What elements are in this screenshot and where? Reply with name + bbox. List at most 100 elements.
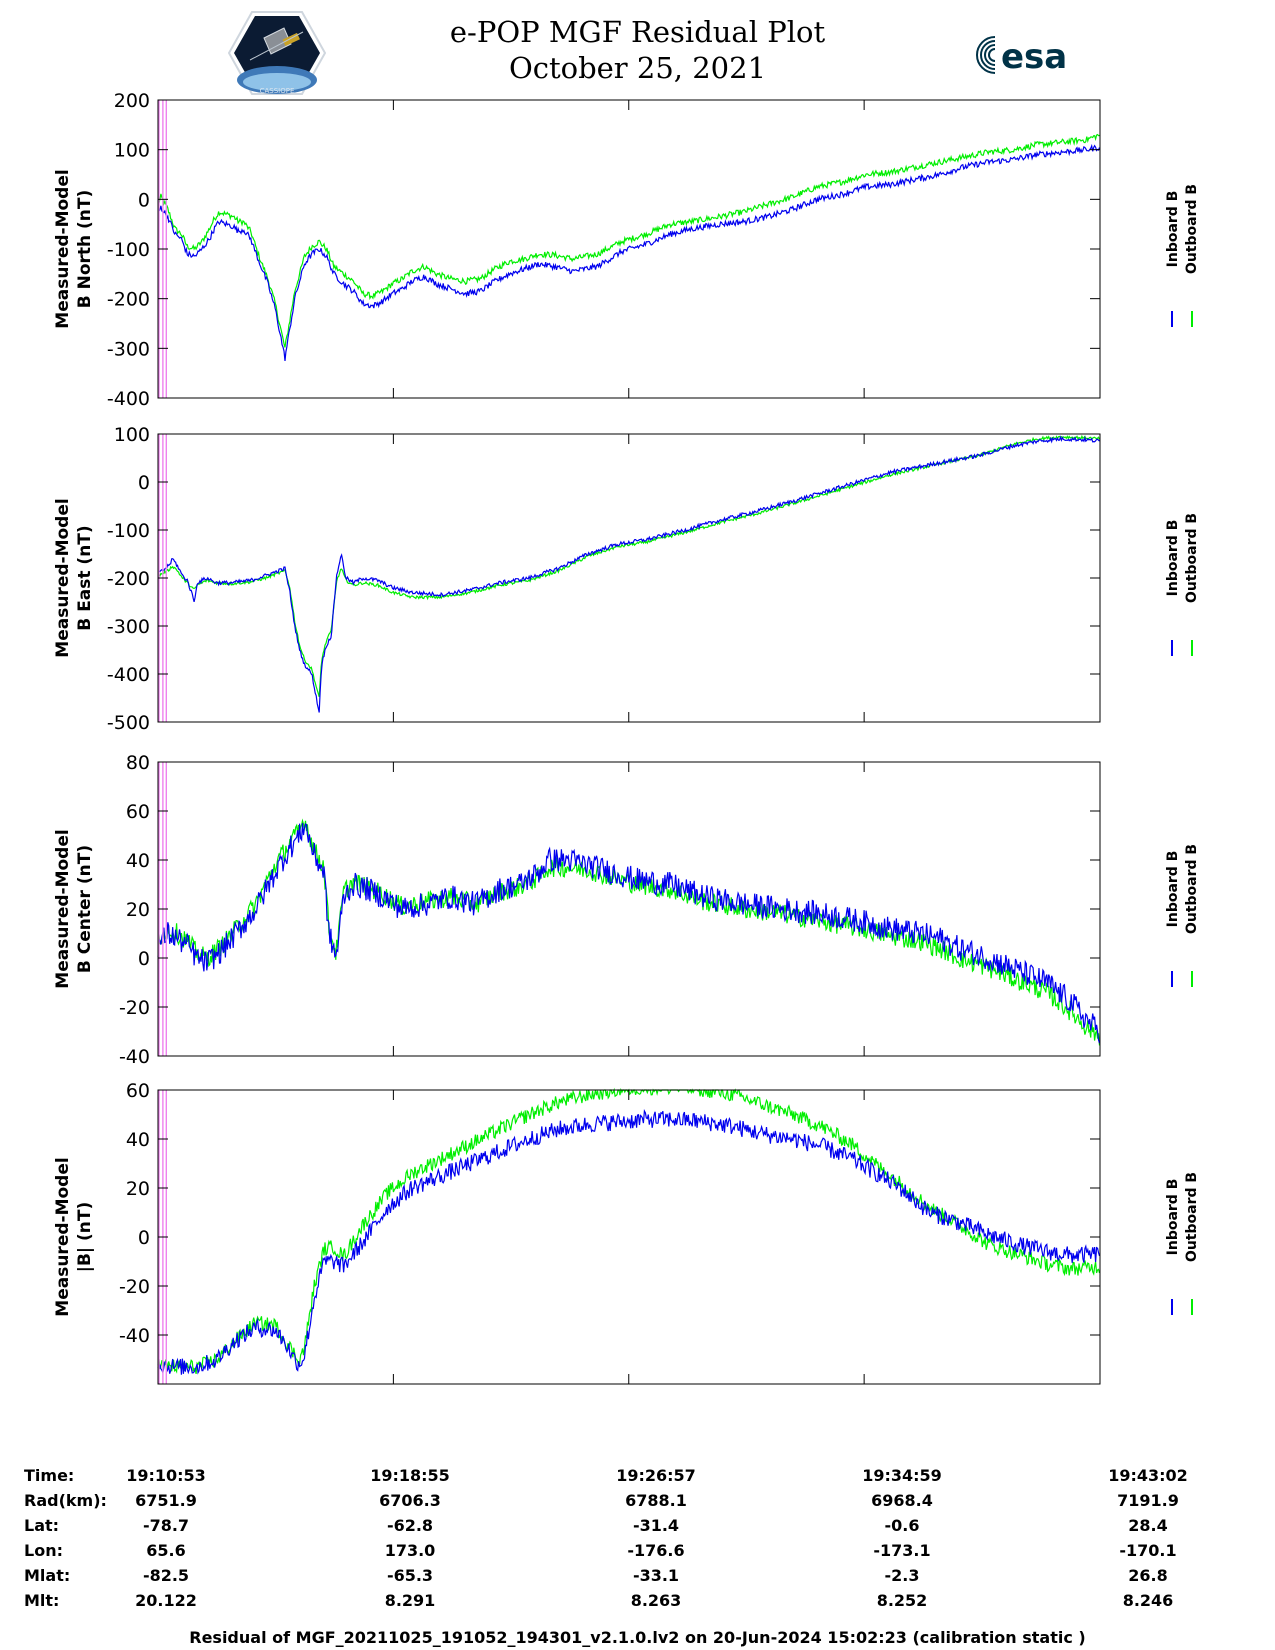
b-north-ytick-label-4: 0 bbox=[138, 189, 150, 211]
b-center-ylabel-line1: Measured-Model bbox=[53, 829, 73, 988]
b-total-ylabel-line2: |B| (nT) bbox=[75, 1202, 95, 1273]
b-east-ytick-label-2: -300 bbox=[107, 616, 150, 638]
b-total-ytick-label-5: 60 bbox=[126, 1080, 150, 1102]
b-center-ytick-label-2: 0 bbox=[138, 948, 150, 970]
info-lon-2: -176.6 bbox=[627, 1541, 685, 1560]
info-lon-1: 173.0 bbox=[384, 1541, 436, 1560]
info-mlat-0: -82.5 bbox=[142, 1566, 190, 1585]
b-center-inboard-line bbox=[157, 823, 1101, 1044]
b-north-inboard-line bbox=[157, 143, 1101, 361]
b-east-ytick-label-3: -200 bbox=[107, 568, 150, 590]
info-time-2: 19:26:57 bbox=[616, 1466, 696, 1485]
b-east-inboard-line bbox=[157, 435, 1100, 713]
b-total-ytick-label-0: -40 bbox=[119, 1325, 150, 1347]
b-total-legend-inboard: Inboard B bbox=[1165, 1179, 1181, 1256]
b-center-ytick-label-6: 80 bbox=[126, 752, 150, 774]
esa-logo-text: esa bbox=[1001, 37, 1067, 77]
panel-b-center: -40 -20 0 20 40 60 80 Measured-Model B Center (n… bbox=[53, 752, 1200, 1068]
b-north-ytick-label-3: -100 bbox=[107, 239, 150, 261]
b-north-legend-inboard: Inboard B bbox=[1165, 191, 1181, 268]
info-mlt-0: 20.122 bbox=[135, 1591, 197, 1610]
b-total-inboard-line bbox=[157, 1108, 1101, 1375]
info-lon-0: 65.6 bbox=[146, 1541, 186, 1560]
info-rad-4: 7191.9 bbox=[1117, 1491, 1179, 1510]
info-lat-0: -78.7 bbox=[142, 1516, 190, 1535]
info-mlt-4: 8.246 bbox=[1122, 1591, 1174, 1610]
panel-b-total: -40 -20 0 20 40 60 Measured-Model |B| (nT) Inboa… bbox=[53, 1080, 1200, 1385]
info-rad-2: 6788.1 bbox=[625, 1491, 687, 1510]
b-center-outboard-line bbox=[157, 818, 1101, 1046]
b-center-ytick-label-4: 40 bbox=[126, 850, 150, 872]
title-line-1: e-POP MGF Residual Plot bbox=[449, 15, 826, 49]
b-east-ytick-label-4: -100 bbox=[107, 520, 150, 542]
b-center-legend-inboard: Inboard B bbox=[1165, 851, 1181, 928]
b-east-ylabel-line1: Measured-Model bbox=[53, 498, 73, 657]
info-time-1: 19:18:55 bbox=[370, 1466, 450, 1485]
b-north-outboard-line bbox=[157, 133, 1100, 348]
title-line-2: October 25, 2021 bbox=[508, 51, 767, 85]
orbit-info-table: Time: 19:10:53 19:18:55 19:26:57 19:34:5… bbox=[0, 1466, 1275, 1616]
b-total-ytick-label-4: 40 bbox=[126, 1129, 150, 1151]
b-total-ytick-label-2: 0 bbox=[138, 1227, 150, 1249]
info-rad-0: 6751.9 bbox=[135, 1491, 197, 1510]
b-center-ytick-label-5: 60 bbox=[126, 801, 150, 823]
info-label-rad: Rad(km): bbox=[24, 1491, 107, 1510]
plot-title: e-POP MGF Residual Plot October 25, 2021 bbox=[0, 14, 1275, 86]
cassiope-logo-text: CASSIOPE bbox=[260, 87, 295, 95]
b-center-ylabel-line2: B Center (nT) bbox=[75, 845, 95, 973]
info-time-4: 19:43:02 bbox=[1108, 1466, 1188, 1485]
b-east-ylabel-line2: B East (nT) bbox=[75, 525, 95, 630]
info-label-mlat: Mlat: bbox=[24, 1566, 71, 1585]
b-total-outboard-line bbox=[157, 1087, 1101, 1375]
cassiope-logo: CASSIOPE bbox=[228, 11, 326, 95]
info-lon-4: -170.1 bbox=[1119, 1541, 1177, 1560]
b-east-legend-inboard: Inboard B bbox=[1165, 520, 1181, 597]
info-mlt-1: 8.291 bbox=[384, 1591, 436, 1610]
b-total-ytick-label-1: -20 bbox=[119, 1276, 150, 1298]
b-total-ylabel-line1: Measured-Model bbox=[53, 1157, 73, 1316]
b-east-ytick-label-6: 100 bbox=[114, 424, 150, 446]
b-north-ytick-label-1: -300 bbox=[107, 338, 150, 360]
info-mlat-1: -65.3 bbox=[386, 1566, 434, 1585]
footer-caption: Residual of MGF_20211025_191052_194301_v… bbox=[189, 1628, 1086, 1647]
b-center-ytick-label-0: -40 bbox=[119, 1046, 150, 1068]
info-rad-3: 6968.4 bbox=[871, 1491, 933, 1510]
info-mlat-4: 26.8 bbox=[1128, 1566, 1168, 1585]
b-center-legend-outboard: Outboard B bbox=[1184, 844, 1200, 934]
info-time-0: 19:10:53 bbox=[126, 1466, 206, 1485]
info-label-lat: Lat: bbox=[24, 1516, 60, 1535]
b-east-ytick-label-0: -500 bbox=[107, 712, 150, 734]
b-east-outboard-line bbox=[158, 434, 1101, 697]
b-east-plot-frame bbox=[157, 433, 1101, 723]
info-label-lon: Lon: bbox=[24, 1541, 63, 1560]
info-mlat-3: -2.3 bbox=[884, 1566, 920, 1585]
info-lat-1: -62.8 bbox=[386, 1516, 434, 1535]
info-lat-4: 28.4 bbox=[1128, 1516, 1168, 1535]
b-north-plot-frame bbox=[157, 99, 1101, 399]
b-east-ytick-label-5: 0 bbox=[138, 472, 150, 494]
b-center-plot-frame bbox=[157, 761, 1101, 1057]
b-north-ytick-label-2: -200 bbox=[107, 289, 150, 311]
info-rad-1: 6706.3 bbox=[379, 1491, 441, 1510]
info-mlat-2: -33.1 bbox=[632, 1566, 680, 1585]
info-lat-3: -0.6 bbox=[884, 1516, 920, 1535]
b-north-ytick-label-5: 100 bbox=[114, 140, 150, 162]
b-north-ytick-label-6: 200 bbox=[114, 90, 150, 112]
b-total-legend-outboard: Outboard B bbox=[1184, 1172, 1200, 1262]
info-mlt-2: 8.263 bbox=[630, 1591, 682, 1610]
panel-b-north: -400 -300 -200 -100 0 100 200 Measured-Model B N… bbox=[53, 90, 1200, 410]
info-label-mlt: Mlt: bbox=[24, 1591, 60, 1610]
panel-b-east: -500 -400 -300 -200 -100 0 100 Measured-Model B … bbox=[53, 424, 1200, 734]
info-lat-2: -31.4 bbox=[632, 1516, 680, 1535]
esa-logo: esa bbox=[976, 32, 1067, 78]
b-center-ytick-label-1: -20 bbox=[119, 997, 150, 1019]
b-north-ylabel-line1: Measured-Model bbox=[53, 169, 73, 328]
b-total-plot-frame bbox=[157, 1089, 1101, 1385]
b-east-legend-outboard: Outboard B bbox=[1184, 513, 1200, 603]
b-north-legend-outboard: Outboard B bbox=[1184, 184, 1200, 274]
info-mlt-3: 8.252 bbox=[876, 1591, 928, 1610]
b-total-ytick-label-3: 20 bbox=[126, 1178, 150, 1200]
info-lon-3: -173.1 bbox=[873, 1541, 931, 1560]
info-label-time: Time: bbox=[24, 1466, 75, 1485]
